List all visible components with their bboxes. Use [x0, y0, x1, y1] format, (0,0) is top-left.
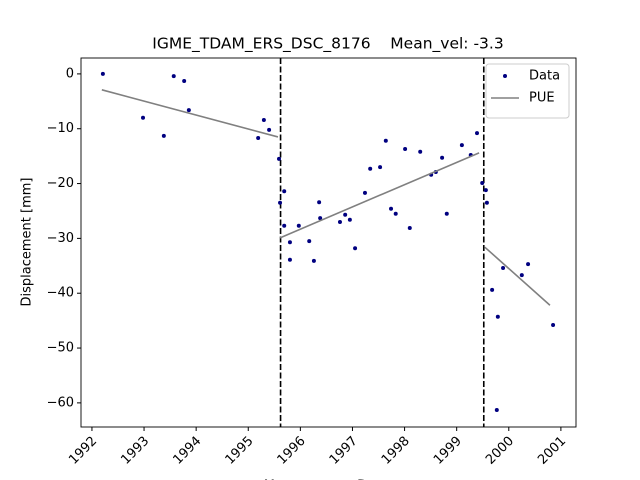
- data-point: [501, 265, 506, 270]
- data-point: [368, 166, 373, 171]
- data-point: [100, 71, 105, 76]
- data-point: [403, 147, 408, 152]
- data-point: [383, 138, 388, 143]
- data-point: [475, 131, 479, 136]
- data-point: [347, 217, 352, 222]
- data-point: [393, 211, 398, 216]
- data-point: [519, 273, 524, 278]
- data-point: [267, 127, 272, 132]
- data-point: [141, 115, 146, 120]
- y-tick-label: −10: [47, 121, 74, 136]
- data-point: [337, 219, 342, 224]
- chart-title: IGME_TDAM_ERS_DSC_8176 Mean_vel: -3.3: [152, 35, 503, 54]
- data-point: [551, 323, 556, 328]
- data-point: [343, 212, 348, 217]
- data-point: [494, 408, 499, 413]
- x-tick-label: 1999: [431, 434, 465, 468]
- data-point: [278, 200, 283, 205]
- y-tick-label: −20: [47, 176, 74, 191]
- plot-frame: [80, 57, 577, 428]
- data-point: [296, 223, 301, 228]
- data-point: [444, 211, 449, 216]
- data-point: [161, 133, 166, 138]
- y-tick-label: 0: [66, 66, 74, 81]
- y-tick-label: −60: [47, 395, 74, 410]
- y-tick-label: −30: [47, 231, 74, 246]
- fit-line: [101, 89, 551, 306]
- x-tick-label: 1998: [379, 434, 413, 468]
- data-point: [282, 223, 287, 228]
- data-point: [353, 246, 358, 251]
- data-point: [317, 200, 322, 205]
- x-axis-label: Measurement Date: [264, 479, 388, 480]
- y-tick-label: −40: [47, 286, 74, 301]
- legend-marker: [503, 74, 507, 78]
- data-point: [307, 239, 312, 244]
- legend-box: [485, 63, 570, 119]
- legend: Data PUE: [485, 63, 570, 119]
- data-point: [182, 79, 187, 84]
- data-point: [407, 225, 412, 230]
- data-point: [526, 262, 531, 267]
- data-point: [490, 287, 495, 292]
- x-tick-label: 2000: [483, 434, 517, 468]
- data-point: [459, 143, 464, 148]
- y-tick-label: −50: [47, 341, 74, 356]
- data-point: [186, 108, 191, 113]
- data-point: [483, 188, 488, 193]
- data-point: [261, 117, 266, 122]
- data-point: [277, 156, 281, 161]
- data-point: [311, 258, 316, 263]
- x-tick-label: 1994: [170, 434, 204, 468]
- data-point: [484, 200, 489, 205]
- data-point: [440, 155, 445, 160]
- data-point: [282, 189, 287, 194]
- data-point: [171, 74, 176, 79]
- legend-label: Data: [529, 69, 560, 84]
- x-tick-label: 1996: [275, 434, 309, 468]
- data-point: [256, 136, 261, 141]
- data-point: [318, 216, 323, 221]
- y-axis-label: Displacement [mm]: [20, 178, 35, 307]
- data-point: [378, 165, 383, 170]
- x-tick-label: 2001: [535, 434, 569, 468]
- data-point: [287, 240, 292, 245]
- x-tick-label: 1992: [66, 434, 100, 468]
- x-tick-label: 1997: [327, 434, 361, 468]
- x-tick-label: 1995: [223, 434, 257, 468]
- data-point: [287, 257, 292, 262]
- data-point: [480, 181, 485, 186]
- data-point: [362, 190, 367, 195]
- x-tick-label: 1993: [118, 434, 152, 468]
- data-point: [389, 206, 394, 211]
- legend-label: PUE: [529, 91, 555, 106]
- data-point: [495, 314, 500, 319]
- data-point: [418, 149, 423, 154]
